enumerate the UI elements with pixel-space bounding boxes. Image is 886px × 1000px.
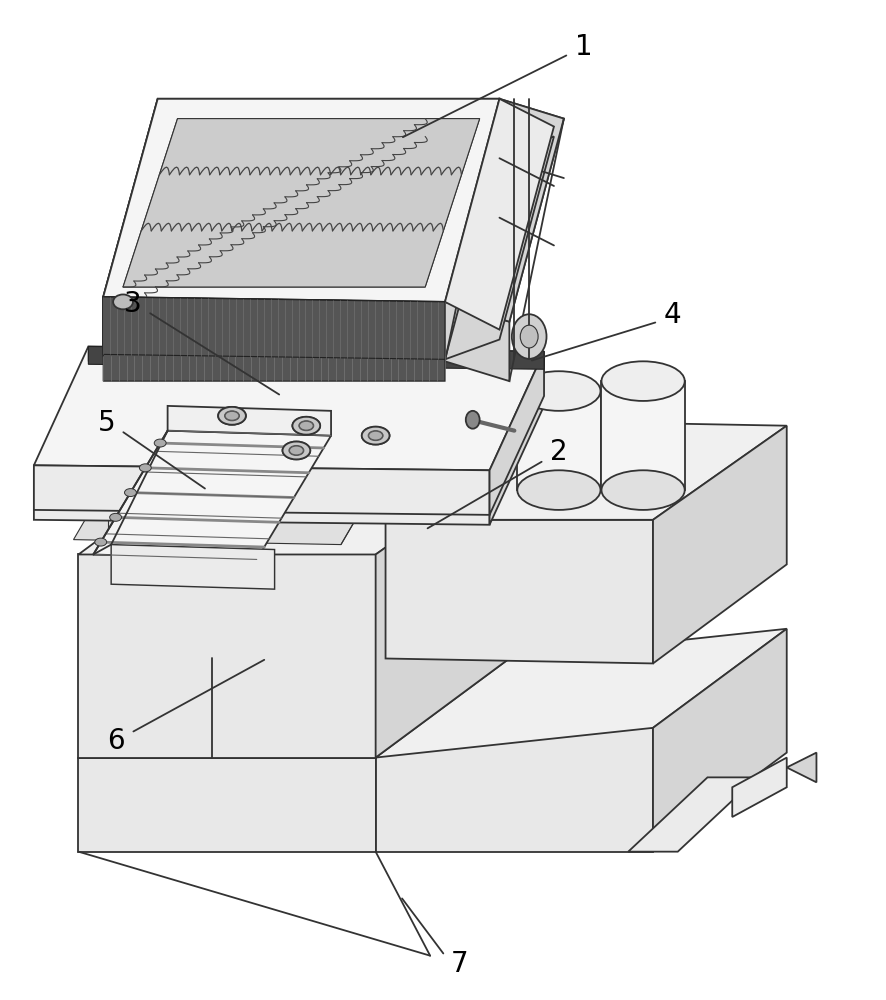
Polygon shape [653,426,787,663]
Ellipse shape [283,442,310,459]
Polygon shape [111,545,275,589]
Polygon shape [445,302,509,381]
Ellipse shape [369,431,383,440]
Text: 5: 5 [97,409,115,437]
Ellipse shape [218,407,246,425]
Polygon shape [104,99,500,302]
Ellipse shape [361,427,390,445]
Ellipse shape [602,361,685,401]
Text: 1: 1 [575,33,593,61]
Polygon shape [89,346,544,369]
Ellipse shape [466,411,479,429]
Ellipse shape [113,294,133,309]
Polygon shape [104,99,500,302]
Polygon shape [490,356,544,525]
Text: 6: 6 [107,727,125,755]
Polygon shape [385,520,653,663]
Text: 7: 7 [451,950,469,978]
Polygon shape [79,455,509,554]
Polygon shape [89,351,544,366]
Polygon shape [787,753,817,782]
Polygon shape [123,119,479,287]
Ellipse shape [95,538,106,546]
Polygon shape [104,297,445,366]
Ellipse shape [283,442,310,459]
Polygon shape [104,99,500,302]
Polygon shape [74,480,376,545]
Ellipse shape [520,325,538,348]
Polygon shape [376,629,787,758]
Polygon shape [123,119,479,287]
Polygon shape [104,297,445,361]
Polygon shape [34,465,490,515]
Polygon shape [445,99,554,330]
Ellipse shape [299,421,314,431]
Polygon shape [167,406,331,436]
Polygon shape [376,728,653,852]
Ellipse shape [290,446,303,455]
Polygon shape [79,758,376,852]
Ellipse shape [299,421,314,430]
Polygon shape [79,658,509,758]
Polygon shape [445,136,554,359]
Ellipse shape [292,417,320,435]
Polygon shape [517,391,601,490]
Text: 4: 4 [664,301,681,329]
Polygon shape [490,351,544,515]
Ellipse shape [517,371,601,411]
Polygon shape [445,99,500,366]
Polygon shape [93,431,331,559]
Ellipse shape [110,513,121,521]
Ellipse shape [289,446,304,455]
Ellipse shape [139,464,152,472]
Ellipse shape [369,431,383,441]
Polygon shape [732,758,787,817]
Polygon shape [104,297,445,359]
Ellipse shape [361,427,390,445]
Ellipse shape [292,417,320,435]
Polygon shape [34,470,490,525]
Polygon shape [376,460,509,758]
Ellipse shape [225,411,239,420]
Polygon shape [445,99,563,322]
Ellipse shape [512,314,547,359]
Polygon shape [385,421,787,520]
Ellipse shape [517,470,601,510]
Polygon shape [602,381,685,490]
Polygon shape [445,99,563,322]
Polygon shape [79,554,376,758]
Text: 2: 2 [550,438,568,466]
Polygon shape [34,346,544,470]
Polygon shape [104,297,445,381]
Ellipse shape [125,489,136,497]
Text: 3: 3 [124,290,142,318]
Polygon shape [104,297,445,359]
Ellipse shape [602,470,685,510]
Polygon shape [653,629,787,852]
Polygon shape [34,351,544,475]
Ellipse shape [224,411,239,421]
Ellipse shape [154,439,167,447]
Polygon shape [628,777,757,852]
Ellipse shape [218,407,246,425]
